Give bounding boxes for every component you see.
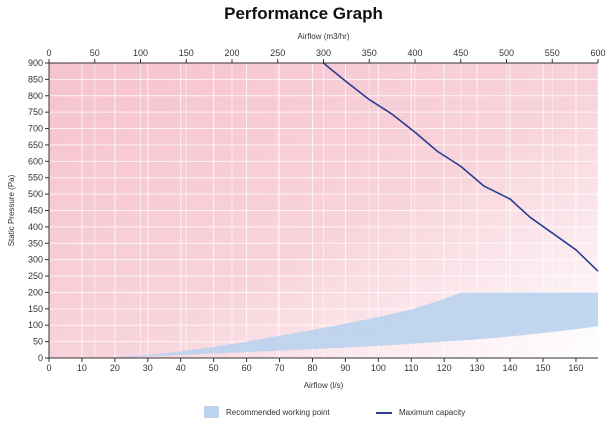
x-tick-label: 130: [470, 363, 485, 373]
x-axis-label: Airflow (l/s): [304, 381, 344, 390]
x-top-tick-label: 400: [407, 48, 422, 58]
x-top-tick-label: 500: [499, 48, 514, 58]
y-tick-label: 0: [38, 353, 43, 363]
x-top-tick-label: 250: [270, 48, 285, 58]
x-tick-label: 110: [404, 363, 418, 373]
x-tick-label: 150: [535, 363, 550, 373]
y-tick-label: 500: [28, 189, 43, 199]
x-tick-label: 70: [275, 363, 285, 373]
x-top-tick-label: 50: [90, 48, 100, 58]
x-top-tick-label: 0: [46, 48, 51, 58]
x-top-tick-label: 350: [362, 48, 377, 58]
y-tick-label: 150: [28, 304, 43, 314]
x-top-axis-label: Airflow (m3/hr): [297, 32, 349, 41]
x-tick-label: 90: [340, 363, 350, 373]
y-tick-label: 300: [28, 255, 43, 265]
y-tick-label: 650: [28, 140, 43, 150]
y-tick-label: 100: [28, 320, 43, 330]
x-tick-label: 100: [371, 363, 386, 373]
maximum-capacity-line: [322, 62, 599, 272]
x-tick-label: 80: [307, 363, 317, 373]
x-top-tick-label: 600: [590, 48, 605, 58]
y-tick-label: 600: [28, 156, 43, 166]
x-top-tick-label: 200: [224, 48, 239, 58]
y-tick-label: 450: [28, 206, 43, 216]
x-top-tick-label: 150: [179, 48, 194, 58]
x-tick-label: 30: [143, 363, 153, 373]
x-top-tick-label: 100: [133, 48, 148, 58]
x-tick-label: 10: [77, 363, 87, 373]
chart-title: Performance Graph: [224, 4, 383, 23]
y-tick-label: 900: [28, 58, 43, 68]
x-tick-label: 40: [176, 363, 186, 373]
y-tick-label: 800: [28, 91, 43, 101]
x-tick-label: 0: [46, 363, 51, 373]
x-tick-label: 160: [568, 363, 583, 373]
x-tick-label: 120: [437, 363, 452, 373]
y-axis-label: Static Pressure (Pa): [7, 174, 16, 246]
y-tick-label: 50: [33, 337, 43, 347]
x-tick-label: 60: [242, 363, 252, 373]
y-tick-label: 550: [28, 173, 43, 183]
recommended-working-band: [114, 292, 599, 358]
y-tick-label: 350: [28, 238, 43, 248]
x-tick-label: 140: [503, 363, 518, 373]
x-tick-label: 50: [209, 363, 219, 373]
x-tick-label: 20: [110, 363, 120, 373]
x-top-tick-label: 550: [545, 48, 560, 58]
y-tick-label: 200: [28, 287, 43, 297]
y-tick-label: 400: [28, 222, 43, 232]
y-tick-label: 250: [28, 271, 43, 281]
x-top-tick-label: 300: [316, 48, 331, 58]
y-tick-label: 750: [28, 107, 43, 117]
y-tick-label: 850: [28, 74, 43, 84]
x-top-tick-label: 450: [453, 48, 468, 58]
y-tick-label: 700: [28, 124, 43, 134]
